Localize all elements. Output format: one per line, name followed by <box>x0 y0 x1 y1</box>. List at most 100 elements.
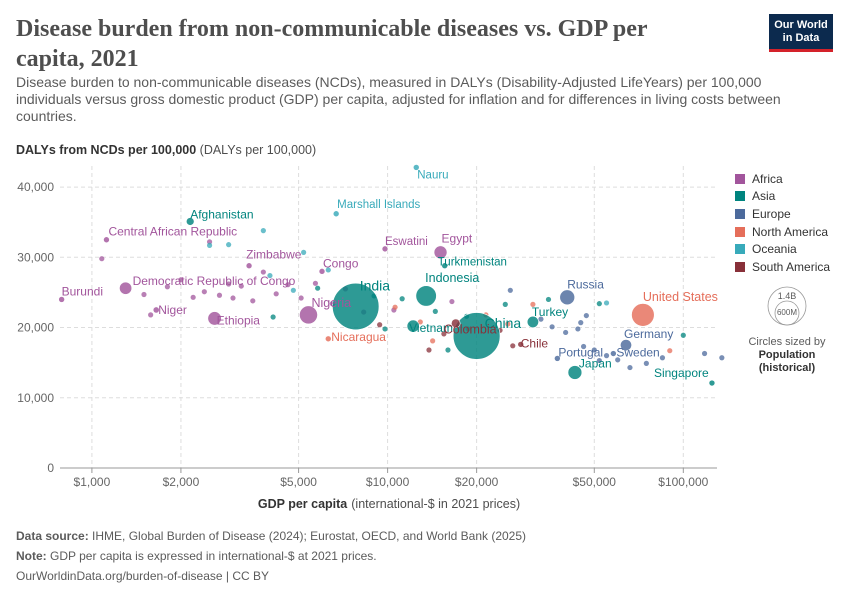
data-point[interactable] <box>591 347 597 353</box>
data-point[interactable] <box>267 272 273 279</box>
data-point[interactable] <box>399 296 405 302</box>
legend-item-africa[interactable]: Africa <box>735 170 830 188</box>
data-point-labeled[interactable] <box>620 339 632 352</box>
data-point[interactable] <box>141 291 147 298</box>
data-point[interactable] <box>230 295 236 301</box>
data-point-labeled[interactable] <box>610 350 617 357</box>
data-point[interactable] <box>445 347 451 353</box>
data-point[interactable] <box>680 332 686 338</box>
data-point[interactable] <box>719 355 725 361</box>
data-point[interactable] <box>382 326 388 332</box>
data-point[interactable] <box>430 338 436 344</box>
data-point[interactable] <box>216 292 223 298</box>
data-point[interactable] <box>226 281 232 287</box>
footer-url[interactable]: OurWorldinData.org/burden-of-disease | C… <box>16 569 270 583</box>
data-point[interactable] <box>226 242 232 248</box>
data-point[interactable] <box>603 353 610 359</box>
data-point[interactable] <box>325 267 331 273</box>
region-legend[interactable]: Africa Asia Europe North America Oceania… <box>735 170 830 276</box>
data-point-labeled[interactable] <box>441 262 449 270</box>
data-point[interactable] <box>580 343 587 350</box>
data-point[interactable] <box>270 314 276 320</box>
legend-item-north-america[interactable]: North America <box>735 223 830 241</box>
data-point[interactable] <box>643 360 649 366</box>
data-point[interactable] <box>578 320 584 326</box>
data-point[interactable] <box>615 357 621 363</box>
data-point-labeled[interactable] <box>708 379 716 387</box>
data-point[interactable] <box>627 364 633 371</box>
legend-item-europe[interactable]: Europe <box>735 205 830 223</box>
data-point-labeled[interactable] <box>207 311 222 326</box>
data-point[interactable] <box>273 291 279 297</box>
data-point-labeled[interactable] <box>245 262 253 270</box>
data-point[interactable] <box>426 347 432 353</box>
data-point[interactable] <box>583 312 589 319</box>
data-point[interactable] <box>545 296 552 303</box>
data-point[interactable] <box>238 283 244 289</box>
legend-item-oceania[interactable]: Oceania <box>735 240 830 258</box>
data-point-labeled[interactable] <box>554 355 561 362</box>
data-point-labeled[interactable] <box>332 210 340 218</box>
data-point[interactable] <box>178 277 184 283</box>
data-point-labeled[interactable] <box>58 296 65 303</box>
data-point[interactable] <box>667 348 673 354</box>
data-point-labeled[interactable] <box>559 289 575 306</box>
data-point-labeled[interactable] <box>451 318 461 329</box>
data-point[interactable] <box>301 249 307 255</box>
data-point[interactable] <box>549 324 555 330</box>
data-point[interactable] <box>148 312 154 318</box>
data-point-labeled[interactable] <box>406 319 420 333</box>
data-point-labeled[interactable] <box>119 281 133 295</box>
data-point[interactable] <box>260 228 266 234</box>
data-point[interactable] <box>260 269 266 275</box>
data-point-labeled[interactable] <box>332 282 380 331</box>
data-point[interactable] <box>502 301 508 307</box>
data-point[interactable] <box>432 308 438 314</box>
data-point[interactable] <box>530 301 536 307</box>
data-point-labeled[interactable] <box>631 303 655 327</box>
data-point-labeled[interactable] <box>185 217 195 226</box>
data-point[interactable] <box>99 256 105 262</box>
data-point[interactable] <box>510 343 516 349</box>
data-point[interactable] <box>312 280 319 286</box>
data-point-labeled[interactable] <box>318 268 326 275</box>
legend-item-asia[interactable]: Asia <box>735 188 830 206</box>
data-point-labeled[interactable] <box>103 236 110 244</box>
data-point[interactable] <box>505 321 511 327</box>
data-point[interactable] <box>596 357 602 364</box>
data-point-labeled[interactable] <box>412 164 420 171</box>
data-point[interactable] <box>206 242 213 248</box>
data-point[interactable] <box>659 355 666 361</box>
data-point[interactable] <box>290 287 296 293</box>
data-point[interactable] <box>596 301 602 307</box>
data-point[interactable] <box>575 326 581 332</box>
data-point-labeled[interactable] <box>526 315 539 328</box>
data-point[interactable] <box>377 322 383 328</box>
data-point[interactable] <box>507 287 513 293</box>
data-point-labeled[interactable] <box>567 365 583 380</box>
data-point[interactable] <box>538 316 544 322</box>
data-point[interactable] <box>449 298 455 305</box>
data-point-labeled[interactable] <box>324 335 332 343</box>
data-point[interactable] <box>392 304 398 310</box>
data-point[interactable] <box>603 300 610 306</box>
data-point[interactable] <box>701 350 708 357</box>
data-point[interactable] <box>298 295 304 301</box>
legend-item-south-america[interactable]: South America <box>735 258 830 276</box>
owid-logo[interactable]: Our World in Data <box>769 14 833 52</box>
data-point[interactable] <box>201 289 207 295</box>
data-point-labeled[interactable] <box>452 312 501 360</box>
data-point-labeled[interactable] <box>433 245 448 260</box>
data-point[interactable] <box>285 282 291 288</box>
data-point[interactable] <box>164 284 170 290</box>
data-point-labeled[interactable] <box>415 285 437 307</box>
data-point[interactable] <box>563 329 569 336</box>
data-point[interactable] <box>250 298 256 304</box>
data-point[interactable] <box>315 285 321 291</box>
data-point-labeled[interactable] <box>517 341 525 348</box>
data-point[interactable] <box>441 331 447 337</box>
data-point-labeled[interactable] <box>152 306 160 314</box>
data-point-labeled[interactable] <box>299 305 318 325</box>
data-point[interactable] <box>417 319 423 325</box>
